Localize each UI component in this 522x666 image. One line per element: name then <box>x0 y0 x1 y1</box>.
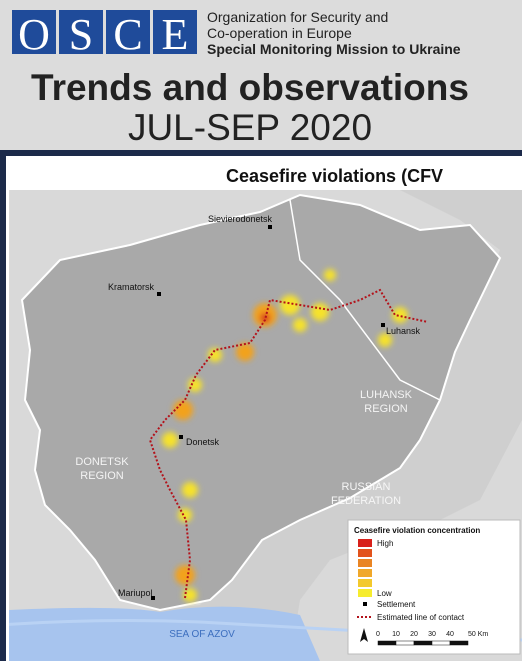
legend-label: High <box>377 539 393 548</box>
logo-letter: O <box>18 10 50 59</box>
hotspot <box>324 269 336 281</box>
scale-segment <box>413 640 433 646</box>
settlement <box>157 292 161 296</box>
legend-swatch <box>358 569 372 577</box>
hotspot <box>293 318 307 332</box>
logo-box <box>12 10 56 54</box>
sea-label: SEA OF AZOV <box>169 629 235 640</box>
legend-box <box>347 519 521 655</box>
place-label: Sievierodonetsk <box>208 214 273 224</box>
legend-label: Settlement <box>377 600 416 609</box>
org-line: Co-operation in Europe <box>207 25 352 41</box>
hotspot <box>378 333 392 347</box>
settlement <box>268 225 272 229</box>
hotspot <box>208 348 222 362</box>
oblast-area <box>20 193 502 612</box>
legend-swatch <box>358 589 372 597</box>
subtitle: JUL-SEP 2020 <box>128 107 372 148</box>
line-of-contact <box>148 288 429 599</box>
scale-segment <box>431 640 451 646</box>
scale-segment <box>377 640 397 646</box>
title: Trends and observations <box>31 67 469 108</box>
place-label: Luhansk <box>386 326 421 336</box>
sea <box>9 606 320 661</box>
logo-letter: E <box>162 10 189 59</box>
legend-swatch <box>358 559 372 567</box>
north-arrow <box>360 628 368 642</box>
region-label: DONETSK <box>75 456 129 468</box>
map: Sievierodonetsk Kramatorsk Luhansk Donet… <box>9 190 522 661</box>
legend-swatch <box>358 539 372 547</box>
hotspot <box>392 307 408 323</box>
hotspot <box>311 303 329 321</box>
hotspot <box>183 588 197 602</box>
legend-label: Low <box>377 589 392 598</box>
logo-letter: S <box>69 10 93 59</box>
hotspot <box>260 313 270 323</box>
scale-segment <box>449 640 469 646</box>
scale-label: 30 <box>428 631 436 638</box>
hotspot <box>280 295 300 315</box>
scale-bar: 0 10 20 30 40 50 Km <box>376 631 488 646</box>
legend-swatch <box>358 549 372 557</box>
hotspot <box>173 400 193 420</box>
scale-label: 0 <box>376 631 380 638</box>
hotspot <box>178 508 192 522</box>
scale-label: 10 <box>392 631 400 638</box>
hotspot <box>182 482 198 498</box>
hotspot <box>236 343 254 361</box>
region-border <box>289 199 441 401</box>
region-label: FEDERATION <box>331 495 401 507</box>
legend: Ceasefire violation concentration High L… <box>347 519 521 655</box>
logo-letter: C <box>113 10 142 59</box>
cfv-hotspots <box>162 269 408 602</box>
scale-label: 40 <box>446 631 454 638</box>
region-label: REGION <box>364 403 407 415</box>
region-label: LUHANSK <box>360 389 413 401</box>
scale-segment <box>395 640 415 646</box>
place-label: Mariupol <box>118 588 153 598</box>
logo: O S C E <box>12 10 197 59</box>
region-label: RUSSIAN <box>342 481 391 493</box>
region-label: REGION <box>80 470 123 482</box>
settlement <box>151 596 155 600</box>
legend-title: Ceasefire violation concentration <box>354 526 480 535</box>
legend-settlement <box>363 602 367 606</box>
org-line: Organization for Security and <box>207 9 388 25</box>
legend-label: Estimated line of contact <box>377 613 465 622</box>
scale-label: 20 <box>410 631 418 638</box>
logo-box <box>59 10 103 54</box>
logo-box <box>153 10 197 54</box>
map-title: Ceasefire violations (CFV <box>226 166 443 186</box>
place-label: Kramatorsk <box>108 282 155 292</box>
settlement <box>179 435 183 439</box>
hotspot <box>162 432 178 448</box>
logo-box <box>106 10 150 54</box>
legend-swatch <box>358 579 372 587</box>
hotspot <box>188 378 202 392</box>
hotspot <box>175 565 195 585</box>
scale-label: 50 Km <box>468 631 488 638</box>
settlement <box>381 323 385 327</box>
place-label: Donetsk <box>186 437 220 447</box>
org-line: Special Monitoring Mission to Ukraine <box>207 41 461 57</box>
